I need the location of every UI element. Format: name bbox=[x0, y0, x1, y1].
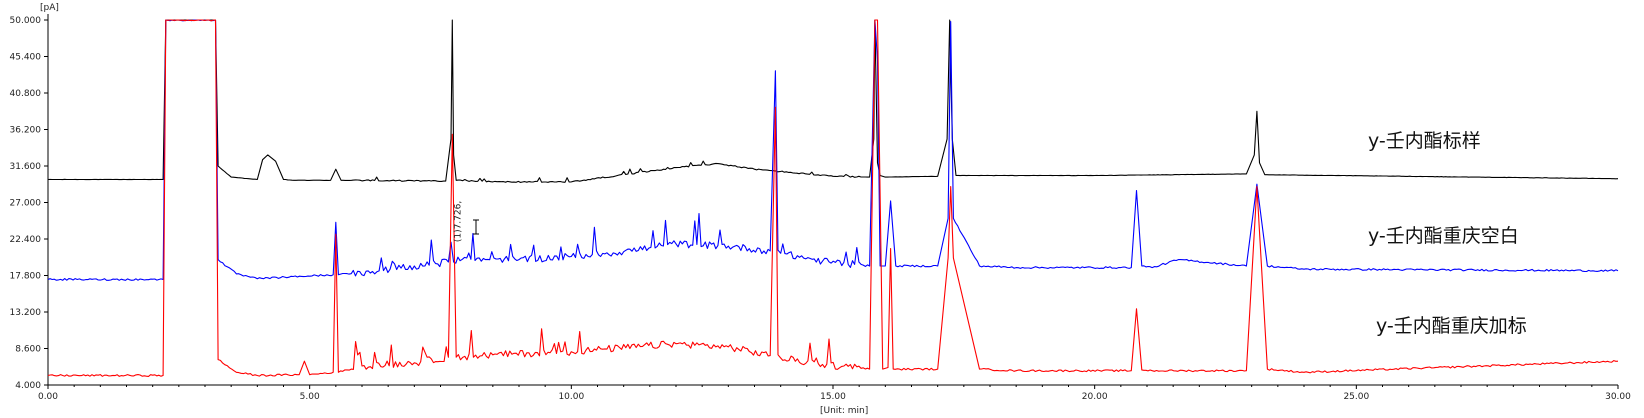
x-tick-label: 20.00 bbox=[1082, 392, 1108, 402]
x-tick-label: 30.00 bbox=[1605, 392, 1631, 402]
y-tick-label: 17.800 bbox=[10, 272, 42, 282]
x-axis: 0.00 5.00 10.00 15.00 20.00 25.00 30.00 bbox=[38, 384, 1631, 402]
y-tick-label: 22.400 bbox=[10, 235, 42, 245]
x-unit-label: [Unit: min] bbox=[820, 406, 868, 416]
y-tick-label: 27.000 bbox=[10, 199, 42, 209]
y-tick-label: 31.600 bbox=[10, 162, 42, 172]
x-tick-label: 15.00 bbox=[820, 392, 846, 402]
y-tick-label: 36.200 bbox=[10, 126, 42, 136]
x-tick-label: 25.00 bbox=[1343, 392, 1369, 402]
x-tick-label: 10.00 bbox=[558, 392, 584, 402]
y-tick-label: 13.200 bbox=[10, 308, 42, 318]
legend-label-3: y-壬内酯重庆加标 bbox=[1376, 315, 1527, 337]
legend-label-2: y-壬内酯重庆空白 bbox=[1368, 225, 1519, 247]
plot-area bbox=[47, 19, 1619, 377]
series-line-blank bbox=[47, 19, 1619, 281]
y-tick-label: 45.400 bbox=[10, 53, 42, 63]
y-unit-label: [pA] bbox=[40, 3, 59, 13]
x-tick-label: 0.00 bbox=[38, 392, 58, 402]
peak-annotation: (1)7.726, bbox=[453, 201, 463, 242]
y-tick-label: 8.600 bbox=[15, 345, 41, 355]
y-tick-label: 50.000 bbox=[10, 16, 42, 26]
legend: y-壬内酯标样 y-壬内酯重庆空白 y-壬内酯重庆加标 bbox=[1368, 130, 1527, 337]
text-cursor-icon bbox=[473, 219, 479, 235]
legend-label-1: y-壬内酯标样 bbox=[1368, 130, 1481, 152]
x-tick-label: 5.00 bbox=[300, 392, 320, 402]
y-tick-label: 4.000 bbox=[15, 381, 41, 391]
y-axis: 4.000 8.600 13.200 17.800 22.400 27.000 31.600… bbox=[10, 14, 49, 391]
y-tick-label: 40.800 bbox=[10, 89, 42, 99]
series-line-standard bbox=[47, 19, 1619, 183]
series-line-spiked bbox=[47, 19, 1619, 377]
